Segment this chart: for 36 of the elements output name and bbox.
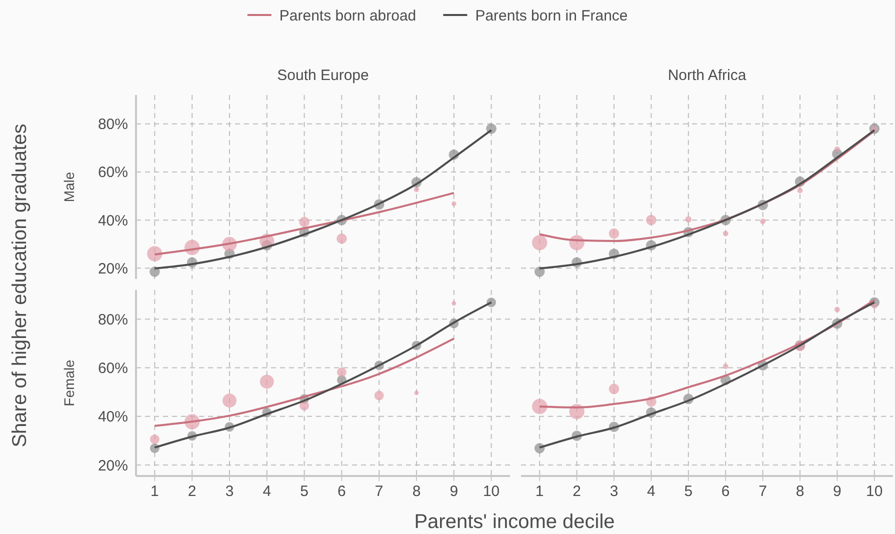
x-tick-label: 3 [610,483,618,500]
x-tick-label: 4 [262,483,272,500]
y-tick-label: 20% [98,457,128,474]
chart-title: South Europe [277,67,369,84]
x-tick-label: 6 [338,483,346,500]
x-tick-label: 5 [300,483,308,500]
x-tick-label: 1 [535,483,544,500]
x-tick-label: 9 [833,483,842,500]
x-tick-label: 6 [721,483,730,500]
y-tick-label: 80% [98,116,128,134]
y-tick-label: 20% [98,260,128,278]
y-tick-label: 80% [98,311,128,328]
x-tick-label: 2 [188,483,196,500]
x-tick-label: 5 [684,483,693,500]
text: Share of higher education graduates [9,124,31,448]
y-tick-label: 60% [98,164,128,182]
y-axis-title: Male [61,172,77,202]
y-tick-label: 40% [98,408,128,426]
x-tick-label: 1 [150,483,159,500]
chart-title: North Africa [668,67,747,84]
x-tick-label: 7 [374,483,384,500]
legend-label: Parents born in France [475,7,628,24]
y-tick-label: 40% [98,212,128,230]
x-tick-label: 7 [758,483,767,500]
x-axis-title: Parents' income decile [414,511,615,533]
x-tick-label: 10 [866,483,883,500]
x-tick-label: 9 [450,483,458,500]
x-tick-label: 2 [572,483,581,500]
x-tick-label: 4 [647,483,656,500]
y-tick-label: 60% [98,360,128,378]
x-tick-label: 8 [412,483,421,500]
x-tick-label: 10 [482,483,500,500]
legend-label: Parents born abroad [279,7,416,24]
x-tick-label: 3 [225,483,234,500]
x-tick-label: 8 [796,483,804,500]
y-axis-title: Female [61,359,77,406]
